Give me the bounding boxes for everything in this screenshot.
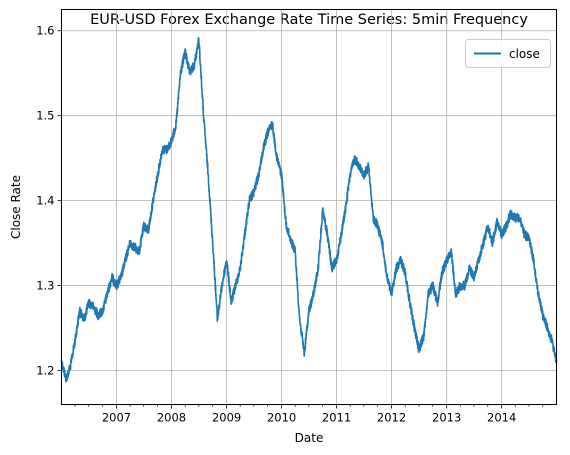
- legend-box: [465, 39, 551, 68]
- chart-title: EUR-USD Forex Exchange Rate Time Series:…: [90, 12, 528, 28]
- x-tick-label: 2008: [157, 411, 186, 425]
- x-tick-label: 2013: [432, 411, 461, 425]
- x-tick-label: 2010: [267, 411, 296, 425]
- y-tick-label: 1.6: [36, 24, 54, 38]
- grid-lines: [61, 9, 557, 405]
- x-tick-label: 2009: [212, 411, 241, 425]
- x-tick-label: 2012: [377, 411, 406, 425]
- axis-ticks: 2007 2008 2009 2010 2011 2012 2013 2014 1.2 1.3 1.…: [36, 24, 544, 425]
- legend-label-close: close: [509, 47, 540, 61]
- series-line-close: [60, 37, 558, 383]
- x-axis-label: Date: [295, 431, 324, 445]
- y-tick-label: 1.3: [36, 279, 54, 293]
- y-tick-label: 1.2: [36, 364, 54, 378]
- series-layer: [60, 37, 558, 383]
- y-tick-label: 1.5: [36, 109, 54, 123]
- x-tick-label: 2011: [322, 411, 351, 425]
- y-axis-label: Close Rate: [9, 175, 23, 239]
- legend: close: [465, 39, 551, 68]
- x-tick-label: 2007: [102, 411, 131, 425]
- x-tick-label: 2014: [487, 411, 516, 425]
- y-tick-label: 1.4: [36, 194, 54, 208]
